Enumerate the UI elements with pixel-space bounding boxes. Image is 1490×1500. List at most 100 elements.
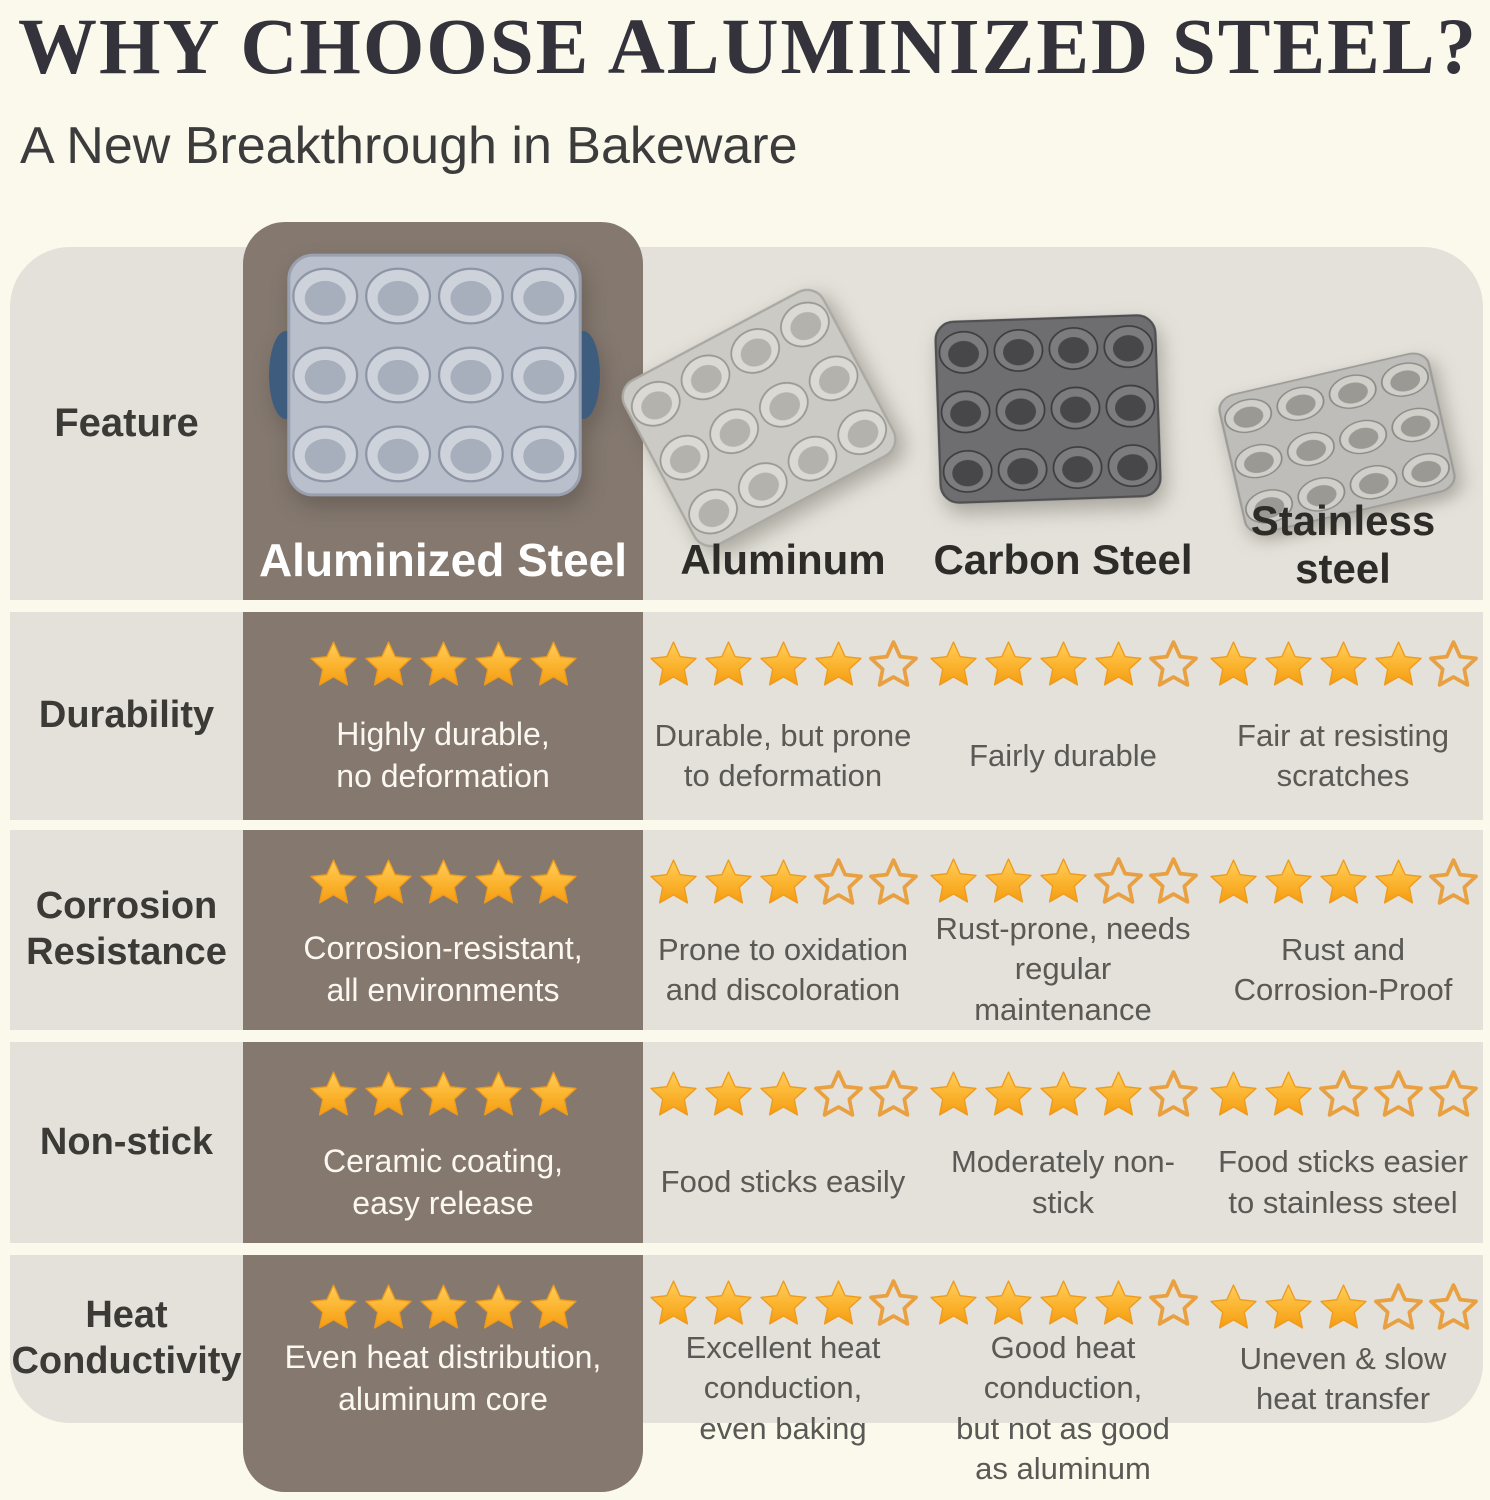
star-empty-icon: [1373, 1282, 1423, 1330]
rating-note: Uneven & slow heat transfer: [1239, 1340, 1447, 1416]
star-rating: [646, 1064, 921, 1122]
star-empty-icon: [1148, 857, 1198, 904]
star-filled-icon: [1094, 1070, 1142, 1116]
star-empty-icon: [1428, 1069, 1478, 1117]
star-filled-icon: [309, 1283, 357, 1329]
stainless-steel-pan-image: [1180, 337, 1490, 550]
star-empty-icon: [868, 1279, 918, 1326]
star-filled-icon: [529, 640, 577, 686]
star-filled-icon: [419, 858, 467, 904]
rating-cell: Durable, but prone to deformation: [643, 612, 923, 820]
star-filled-icon: [649, 640, 697, 686]
star-filled-icon: [814, 1280, 862, 1325]
star-filled-icon: [1039, 640, 1087, 686]
star-filled-icon: [1039, 1070, 1087, 1116]
star-filled-icon: [984, 858, 1032, 903]
star-empty-icon: [1318, 1069, 1368, 1117]
star-filled-icon: [649, 858, 697, 904]
star-filled-icon: [474, 858, 522, 904]
star-filled-icon: [1319, 640, 1367, 686]
rating-cell: Rust and Corrosion-Proof: [1203, 830, 1483, 1030]
star-rating: [926, 852, 1201, 909]
star-filled-icon: [1264, 1283, 1312, 1329]
star-filled-icon: [1094, 640, 1142, 686]
rating-note: Even heat distribution, aluminum core: [284, 1339, 602, 1417]
star-filled-icon: [364, 858, 412, 904]
column-header-stainless-steel: Stainless steel: [1250, 496, 1436, 592]
rating-cell: Uneven & slow heat transfer: [1203, 1255, 1483, 1423]
column-header-aluminum: Aluminum: [680, 535, 886, 583]
star-filled-icon: [704, 1070, 752, 1116]
star-filled-icon: [929, 640, 977, 686]
star-rating: [926, 1064, 1201, 1122]
rating-note: Rust-prone, needs regular maintenance: [935, 911, 1191, 1027]
star-filled-icon: [759, 1280, 807, 1325]
rating-note: Durable, but prone to deformation: [654, 717, 912, 793]
star-rating: [306, 1064, 581, 1122]
row-label-durability: Durability: [38, 694, 215, 737]
rating-note: Ceramic coating, easy release: [322, 1142, 564, 1221]
star-filled-icon: [1264, 1070, 1312, 1116]
star-rating: [306, 852, 581, 910]
star-rating: [646, 1277, 921, 1328]
star-empty-icon: [813, 857, 863, 905]
star-filled-icon: [929, 1070, 977, 1116]
star-filled-icon: [1264, 640, 1312, 686]
star-filled-icon: [474, 1070, 522, 1116]
star-filled-icon: [364, 1283, 412, 1329]
rating-cell: Fair at resisting scratches: [1203, 612, 1483, 820]
star-filled-icon: [309, 1070, 357, 1116]
star-empty-icon: [813, 1069, 863, 1117]
star-filled-icon: [529, 1283, 577, 1329]
star-filled-icon: [814, 640, 862, 686]
rating-cell: Good heat conduction, but not as good as…: [923, 1255, 1203, 1486]
star-filled-icon: [419, 640, 467, 686]
star-rating: [1206, 1064, 1481, 1122]
page-subtitle: A New Breakthrough in Bakeware: [20, 117, 798, 175]
star-filled-icon: [984, 640, 1032, 686]
star-empty-icon: [1148, 639, 1198, 687]
star-rating: [306, 1277, 581, 1335]
star-empty-icon: [1148, 1279, 1198, 1326]
star-rating: [646, 634, 921, 692]
star-filled-icon: [704, 858, 752, 904]
star-filled-icon: [1319, 1283, 1367, 1329]
rating-note: Fairly durable: [969, 737, 1157, 773]
star-rating: [1206, 852, 1481, 910]
star-empty-icon: [1428, 857, 1478, 905]
star-empty-icon: [1148, 1069, 1198, 1117]
star-filled-icon: [704, 1280, 752, 1325]
star-rating: [1206, 1277, 1481, 1335]
rating-note: Moderately non-stick: [950, 1144, 1175, 1220]
row-label-corrosion-resistance: Corrosion Resistance: [26, 885, 227, 973]
star-filled-icon: [1209, 858, 1257, 904]
star-rating: [926, 634, 1201, 692]
star-filled-icon: [984, 1070, 1032, 1116]
star-empty-icon: [1428, 1282, 1478, 1330]
star-filled-icon: [1209, 1283, 1257, 1329]
rating-cell: Prone to oxidation and discoloration: [643, 830, 923, 1030]
star-filled-icon: [1039, 1280, 1087, 1325]
rating-note: Rust and Corrosion-Proof: [1233, 931, 1453, 1007]
star-empty-icon: [868, 1069, 918, 1117]
star-empty-icon: [1428, 639, 1478, 687]
row-label-heat-conductivity: Heat Conductivity: [11, 1294, 242, 1382]
rating-cell: Highly durable, no deformation: [243, 612, 643, 820]
row-label-non-stick: Non-stick: [39, 1120, 214, 1163]
star-filled-icon: [419, 1070, 467, 1116]
carbon-steel-pan-image: [918, 302, 1177, 517]
star-filled-icon: [759, 1070, 807, 1116]
rating-cell: Moderately non-stick: [923, 1042, 1203, 1243]
star-filled-icon: [474, 640, 522, 686]
star-filled-icon: [309, 858, 357, 904]
rating-cell: Rust-prone, needs regular maintenance: [923, 830, 1203, 1030]
star-filled-icon: [529, 858, 577, 904]
star-filled-icon: [759, 640, 807, 686]
star-empty-icon: [868, 639, 918, 687]
star-filled-icon: [1374, 858, 1422, 904]
feature-header-cell: Feature: [54, 401, 199, 445]
rating-note: Excellent heat conduction, even baking: [685, 1330, 881, 1446]
star-filled-icon: [759, 858, 807, 904]
rating-cell: Food sticks easily: [643, 1042, 923, 1243]
